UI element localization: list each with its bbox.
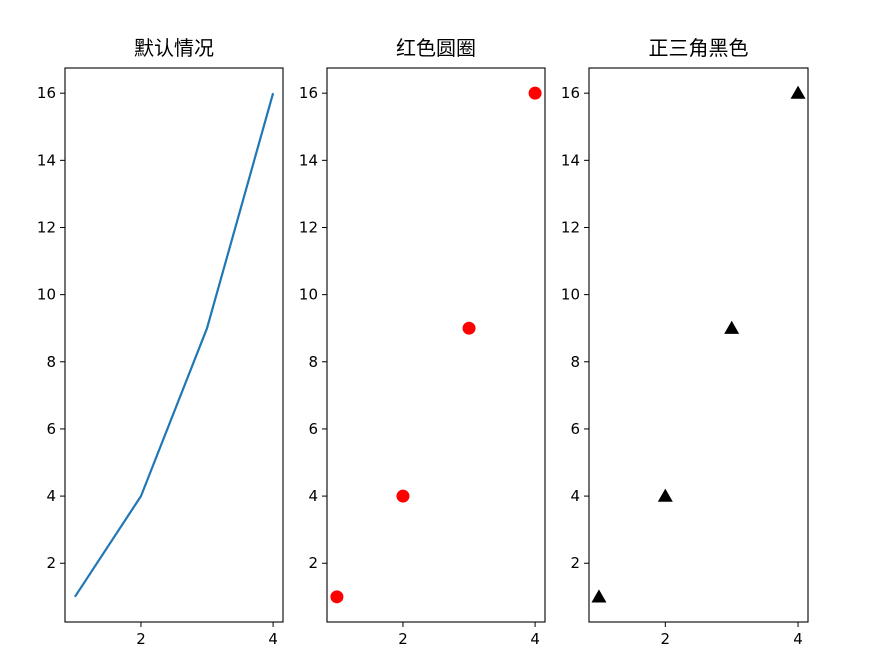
- data-point: [330, 590, 344, 604]
- y-tick-label: 8: [570, 353, 580, 371]
- y-tick-label: 10: [299, 286, 318, 304]
- data-point: [657, 488, 673, 502]
- x-tick-label: 4: [793, 630, 803, 648]
- axes-frame: [64, 67, 284, 623]
- data-point: [462, 321, 476, 335]
- y-tick-label: 12: [299, 218, 318, 236]
- series-line: [73, 92, 275, 598]
- y-tick-label: 14: [37, 151, 56, 169]
- y-tick-label: 10: [37, 286, 56, 304]
- y-tick-label: 4: [46, 487, 56, 505]
- subplot-title: 红色圆圈: [396, 36, 476, 60]
- y-tick-label: 6: [308, 420, 318, 438]
- y-tick-label: 16: [561, 84, 580, 102]
- y-tick-label: 8: [46, 353, 56, 371]
- data-point: [724, 320, 740, 334]
- y-tick-label: 4: [570, 487, 580, 505]
- y-tick-label: 4: [308, 487, 318, 505]
- x-tick-label: 4: [530, 630, 540, 648]
- subplot-title: 默认情况: [134, 36, 214, 60]
- y-tick-label: 2: [46, 554, 56, 572]
- y-tick-label: 14: [299, 151, 318, 169]
- y-tick-label: 8: [308, 353, 318, 371]
- data-point: [591, 589, 607, 603]
- subplot-title: 正三角黑色: [649, 36, 749, 60]
- y-tick-label: 16: [37, 84, 56, 102]
- y-tick-label: 12: [37, 218, 56, 236]
- y-tick-label: 2: [570, 554, 580, 572]
- subplot-2: 红色圆圈 2 4 6 8 10 12 14 16 2 4: [299, 36, 546, 648]
- y-tick-label: 6: [46, 420, 56, 438]
- y-tick-label: 2: [308, 554, 318, 572]
- data-point: [528, 86, 542, 100]
- subplot-1: 默认情况 2 4 6 8 10 12 14 16 2 4: [37, 36, 284, 648]
- x-tick-label: 2: [661, 630, 671, 648]
- plot-area: [330, 86, 542, 604]
- subplot-3: 正三角黑色 2 4 6 8 10 12 14 16 2 4: [561, 36, 809, 648]
- x-tick-label: 2: [398, 630, 408, 648]
- x-tick-label: 2: [136, 630, 146, 648]
- data-point: [790, 85, 806, 99]
- y-tick-label: 12: [561, 218, 580, 236]
- data-point: [396, 489, 410, 503]
- axes-frame: [326, 67, 546, 623]
- y-tick-label: 14: [561, 151, 580, 169]
- y-tick-label: 6: [570, 420, 580, 438]
- plot-area: [73, 92, 275, 598]
- x-tick-label: 4: [268, 630, 278, 648]
- plot-area: [591, 85, 806, 603]
- y-tick-label: 16: [299, 84, 318, 102]
- axes-frame: [588, 67, 809, 623]
- y-tick-label: 10: [561, 286, 580, 304]
